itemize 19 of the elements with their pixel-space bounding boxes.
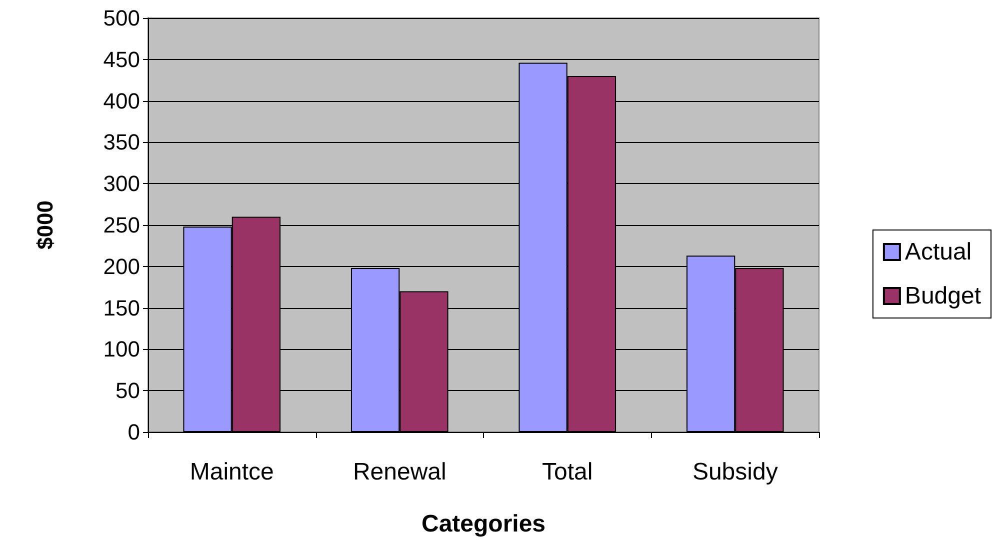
y-tick-label: 500 [103, 6, 140, 30]
y-tick-label: 150 [103, 295, 140, 320]
y-tick-label: 50 [116, 378, 140, 404]
legend-label: Budget [904, 282, 982, 310]
x-tick-label: Total [542, 458, 593, 486]
y-tick-label: 450 [103, 46, 140, 72]
x-tick-label: Subsidy [692, 458, 778, 486]
legend-label: Actual [904, 238, 972, 266]
y-tick-label: 400 [103, 88, 140, 114]
y-axis-title: $000 [32, 200, 58, 250]
y-tick-label: 250 [103, 212, 140, 238]
x-tick-label: Renewal [352, 458, 446, 486]
y-tick-label: 100 [103, 336, 140, 362]
x-tick-label: Maintce [190, 458, 274, 486]
x-axis-title: Categories [421, 510, 546, 538]
y-tick-label: 200 [103, 254, 140, 279]
y-tick-label: 300 [103, 171, 140, 196]
y-tick-label: 350 [103, 130, 140, 155]
y-tick-label: 0 [128, 420, 140, 444]
